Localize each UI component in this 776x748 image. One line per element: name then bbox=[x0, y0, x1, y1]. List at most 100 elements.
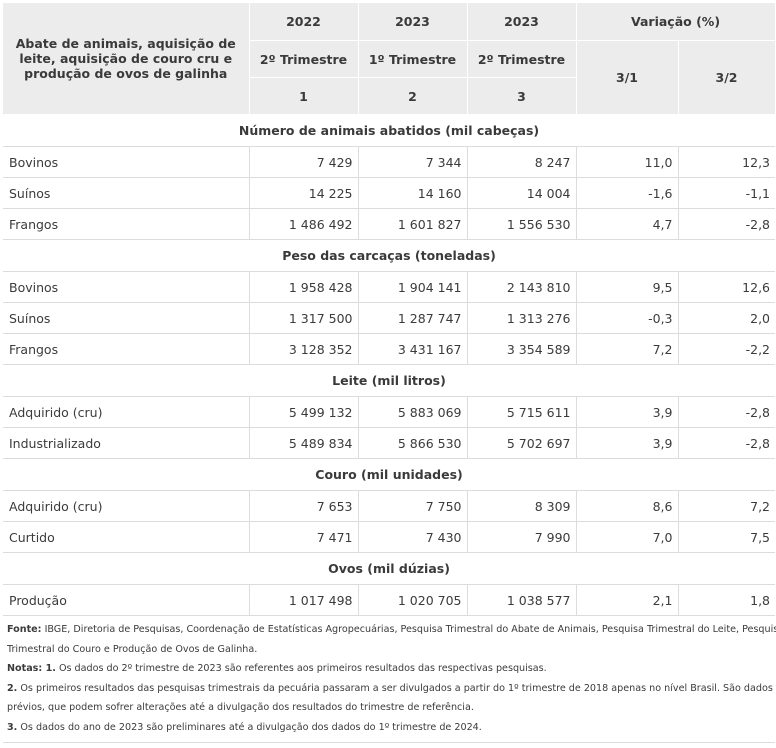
cell-value-3: 1 556 530 bbox=[466, 208, 576, 240]
table-row: Adquirido (cru) 5 499 132 5 883 069 5 71… bbox=[3, 396, 776, 428]
cell-value-2: 1 904 141 bbox=[357, 271, 467, 303]
cell-value-2: 1 020 705 bbox=[357, 584, 467, 616]
section-title: Leite (mil litros) bbox=[3, 364, 776, 397]
cell-value-3: 2 143 810 bbox=[466, 271, 576, 303]
cell-value-1: 14 225 bbox=[248, 177, 358, 209]
note-1: Notas: 1. Os dados do 2º trimestre de 20… bbox=[7, 659, 769, 679]
cell-var-3-2: 7,5 bbox=[677, 521, 776, 553]
section-title: Couro (mil unidades) bbox=[3, 458, 776, 491]
table-row: Produção 1 017 498 1 020 705 1 038 577 2… bbox=[3, 584, 776, 616]
variation-header: Variação (%) bbox=[576, 3, 776, 41]
cell-value-2: 3 431 167 bbox=[357, 333, 467, 365]
table-row: Bovinos 7 429 7 344 8 247 11,0 12,3 bbox=[3, 146, 776, 178]
cell-var-3-1: 3,9 bbox=[575, 396, 678, 428]
row-label: Produção bbox=[3, 584, 249, 616]
cell-value-3: 5 715 611 bbox=[466, 396, 576, 428]
quarter-col-1: 2º Trimestre bbox=[249, 40, 359, 78]
note-3-number: 3. bbox=[7, 721, 18, 733]
cell-var-3-1: 9,5 bbox=[575, 271, 678, 303]
section-title: Peso das carcaças (toneladas) bbox=[3, 239, 776, 272]
table-title: Abate de animais, aquisição de leite, aq… bbox=[3, 3, 250, 115]
notes-label: Notas: bbox=[7, 663, 43, 674]
index-col-2: 2 bbox=[358, 77, 468, 115]
cell-var-3-2: -2,2 bbox=[677, 333, 776, 365]
cell-value-1: 1 017 498 bbox=[248, 584, 358, 616]
table-body: Número de animais abatidos (mil cabeças)… bbox=[3, 114, 776, 616]
note-3-text: Os dados do ano de 2023 são preliminares… bbox=[17, 721, 482, 733]
section-title: Ovos (mil dúzias) bbox=[3, 552, 776, 585]
cell-var-3-2: -2,8 bbox=[677, 427, 776, 459]
quarter-col-2: 1º Trimestre bbox=[358, 40, 468, 78]
source-text-1: IBGE, Diretoria de Pesquisas, Coordenaçã… bbox=[41, 624, 776, 635]
source-text-2: Trimestral do Couro e Produção de Ovos d… bbox=[7, 643, 258, 655]
cell-var-3-2: -1,1 bbox=[677, 177, 776, 209]
cell-value-2: 7 430 bbox=[357, 521, 467, 553]
table-row: Suínos 1 317 500 1 287 747 1 313 276 -0,… bbox=[3, 302, 776, 334]
data-table: Abate de animais, aquisição de leite, aq… bbox=[3, 3, 776, 616]
cell-value-2: 7 344 bbox=[357, 146, 467, 178]
source-label: Fonte: bbox=[7, 624, 42, 635]
cell-value-3: 5 702 697 bbox=[466, 427, 576, 459]
cell-var-3-2: 1,8 bbox=[677, 584, 776, 616]
cell-value-3: 8 247 bbox=[466, 146, 576, 178]
bottom-divider bbox=[3, 742, 775, 743]
cell-var-3-2: 2,0 bbox=[677, 302, 776, 334]
note-2: 2. Os primeiros resultados das pesquisas… bbox=[7, 679, 773, 699]
row-label: Adquirido (cru) bbox=[3, 396, 249, 428]
cell-var-3-1: 7,0 bbox=[575, 521, 678, 553]
cell-value-3: 1 038 577 bbox=[466, 584, 576, 616]
cell-value-3: 3 354 589 bbox=[466, 333, 576, 365]
note-1-text: Os dados do 2º trimestre de 2023 são ref… bbox=[55, 663, 547, 674]
row-label: Bovinos bbox=[3, 271, 249, 303]
cell-value-3: 1 313 276 bbox=[466, 302, 576, 334]
cell-var-3-1: 2,1 bbox=[575, 584, 678, 616]
cell-value-1: 1 317 500 bbox=[248, 302, 358, 334]
table-header: Abate de animais, aquisição de leite, aq… bbox=[3, 3, 776, 115]
cell-value-2: 5 883 069 bbox=[357, 396, 467, 428]
table-notes: Fonte: IBGE, Diretoria de Pesquisas, Coo… bbox=[7, 620, 776, 738]
note-2-text-2: prévios, que podem sofrer alterações até… bbox=[7, 702, 474, 713]
var-col-3-2: 3/2 bbox=[678, 40, 776, 115]
row-label: Frangos bbox=[3, 208, 249, 240]
var-col-3-1: 3/1 bbox=[576, 40, 679, 115]
cell-var-3-1: 7,2 bbox=[575, 333, 678, 365]
cell-value-2: 14 160 bbox=[357, 177, 467, 209]
cell-value-2: 1 287 747 bbox=[357, 302, 467, 334]
cell-var-3-2: 12,3 bbox=[677, 146, 776, 178]
cell-value-3: 7 990 bbox=[466, 521, 576, 553]
table-row: Industrializado 5 489 834 5 866 530 5 70… bbox=[3, 427, 776, 459]
note-3: 3. Os dados do ano de 2023 são prelimina… bbox=[7, 718, 769, 738]
section-title: Número de animais abatidos (mil cabeças) bbox=[3, 114, 776, 147]
cell-var-3-1: -1,6 bbox=[575, 177, 678, 209]
row-label: Suínos bbox=[3, 302, 249, 334]
cell-value-2: 5 866 530 bbox=[357, 427, 467, 459]
cell-var-3-2: 12,6 bbox=[677, 271, 776, 303]
cell-value-1: 1 958 428 bbox=[248, 271, 358, 303]
cell-value-1: 7 653 bbox=[248, 490, 358, 522]
table-row: Bovinos 1 958 428 1 904 141 2 143 810 9,… bbox=[3, 271, 776, 303]
cell-value-1: 5 499 132 bbox=[248, 396, 358, 428]
row-label: Bovinos bbox=[3, 146, 249, 178]
quarter-col-3: 2º Trimestre bbox=[467, 40, 577, 78]
cell-var-3-1: 4,7 bbox=[575, 208, 678, 240]
note-1-number: 1. bbox=[42, 663, 56, 674]
table-row: Frangos 1 486 492 1 601 827 1 556 530 4,… bbox=[3, 208, 776, 240]
source-line-1: Fonte: IBGE, Diretoria de Pesquisas, Coo… bbox=[7, 620, 776, 640]
cell-value-2: 1 601 827 bbox=[357, 208, 467, 240]
row-label: Industrializado bbox=[3, 427, 249, 459]
row-label: Suínos bbox=[3, 177, 249, 209]
index-col-3: 3 bbox=[467, 77, 577, 115]
cell-value-3: 8 309 bbox=[466, 490, 576, 522]
row-label: Adquirido (cru) bbox=[3, 490, 249, 522]
cell-value-3: 14 004 bbox=[466, 177, 576, 209]
cell-value-2: 7 750 bbox=[357, 490, 467, 522]
index-col-1: 1 bbox=[249, 77, 359, 115]
table-row: Curtido 7 471 7 430 7 990 7,0 7,5 bbox=[3, 521, 776, 553]
year-col-1: 2022 bbox=[249, 3, 359, 41]
cell-var-3-2: -2,8 bbox=[677, 396, 776, 428]
year-col-3: 2023 bbox=[467, 3, 577, 41]
cell-var-3-1: 3,9 bbox=[575, 427, 678, 459]
cell-var-3-1: 8,6 bbox=[575, 490, 678, 522]
cell-value-1: 7 471 bbox=[248, 521, 358, 553]
